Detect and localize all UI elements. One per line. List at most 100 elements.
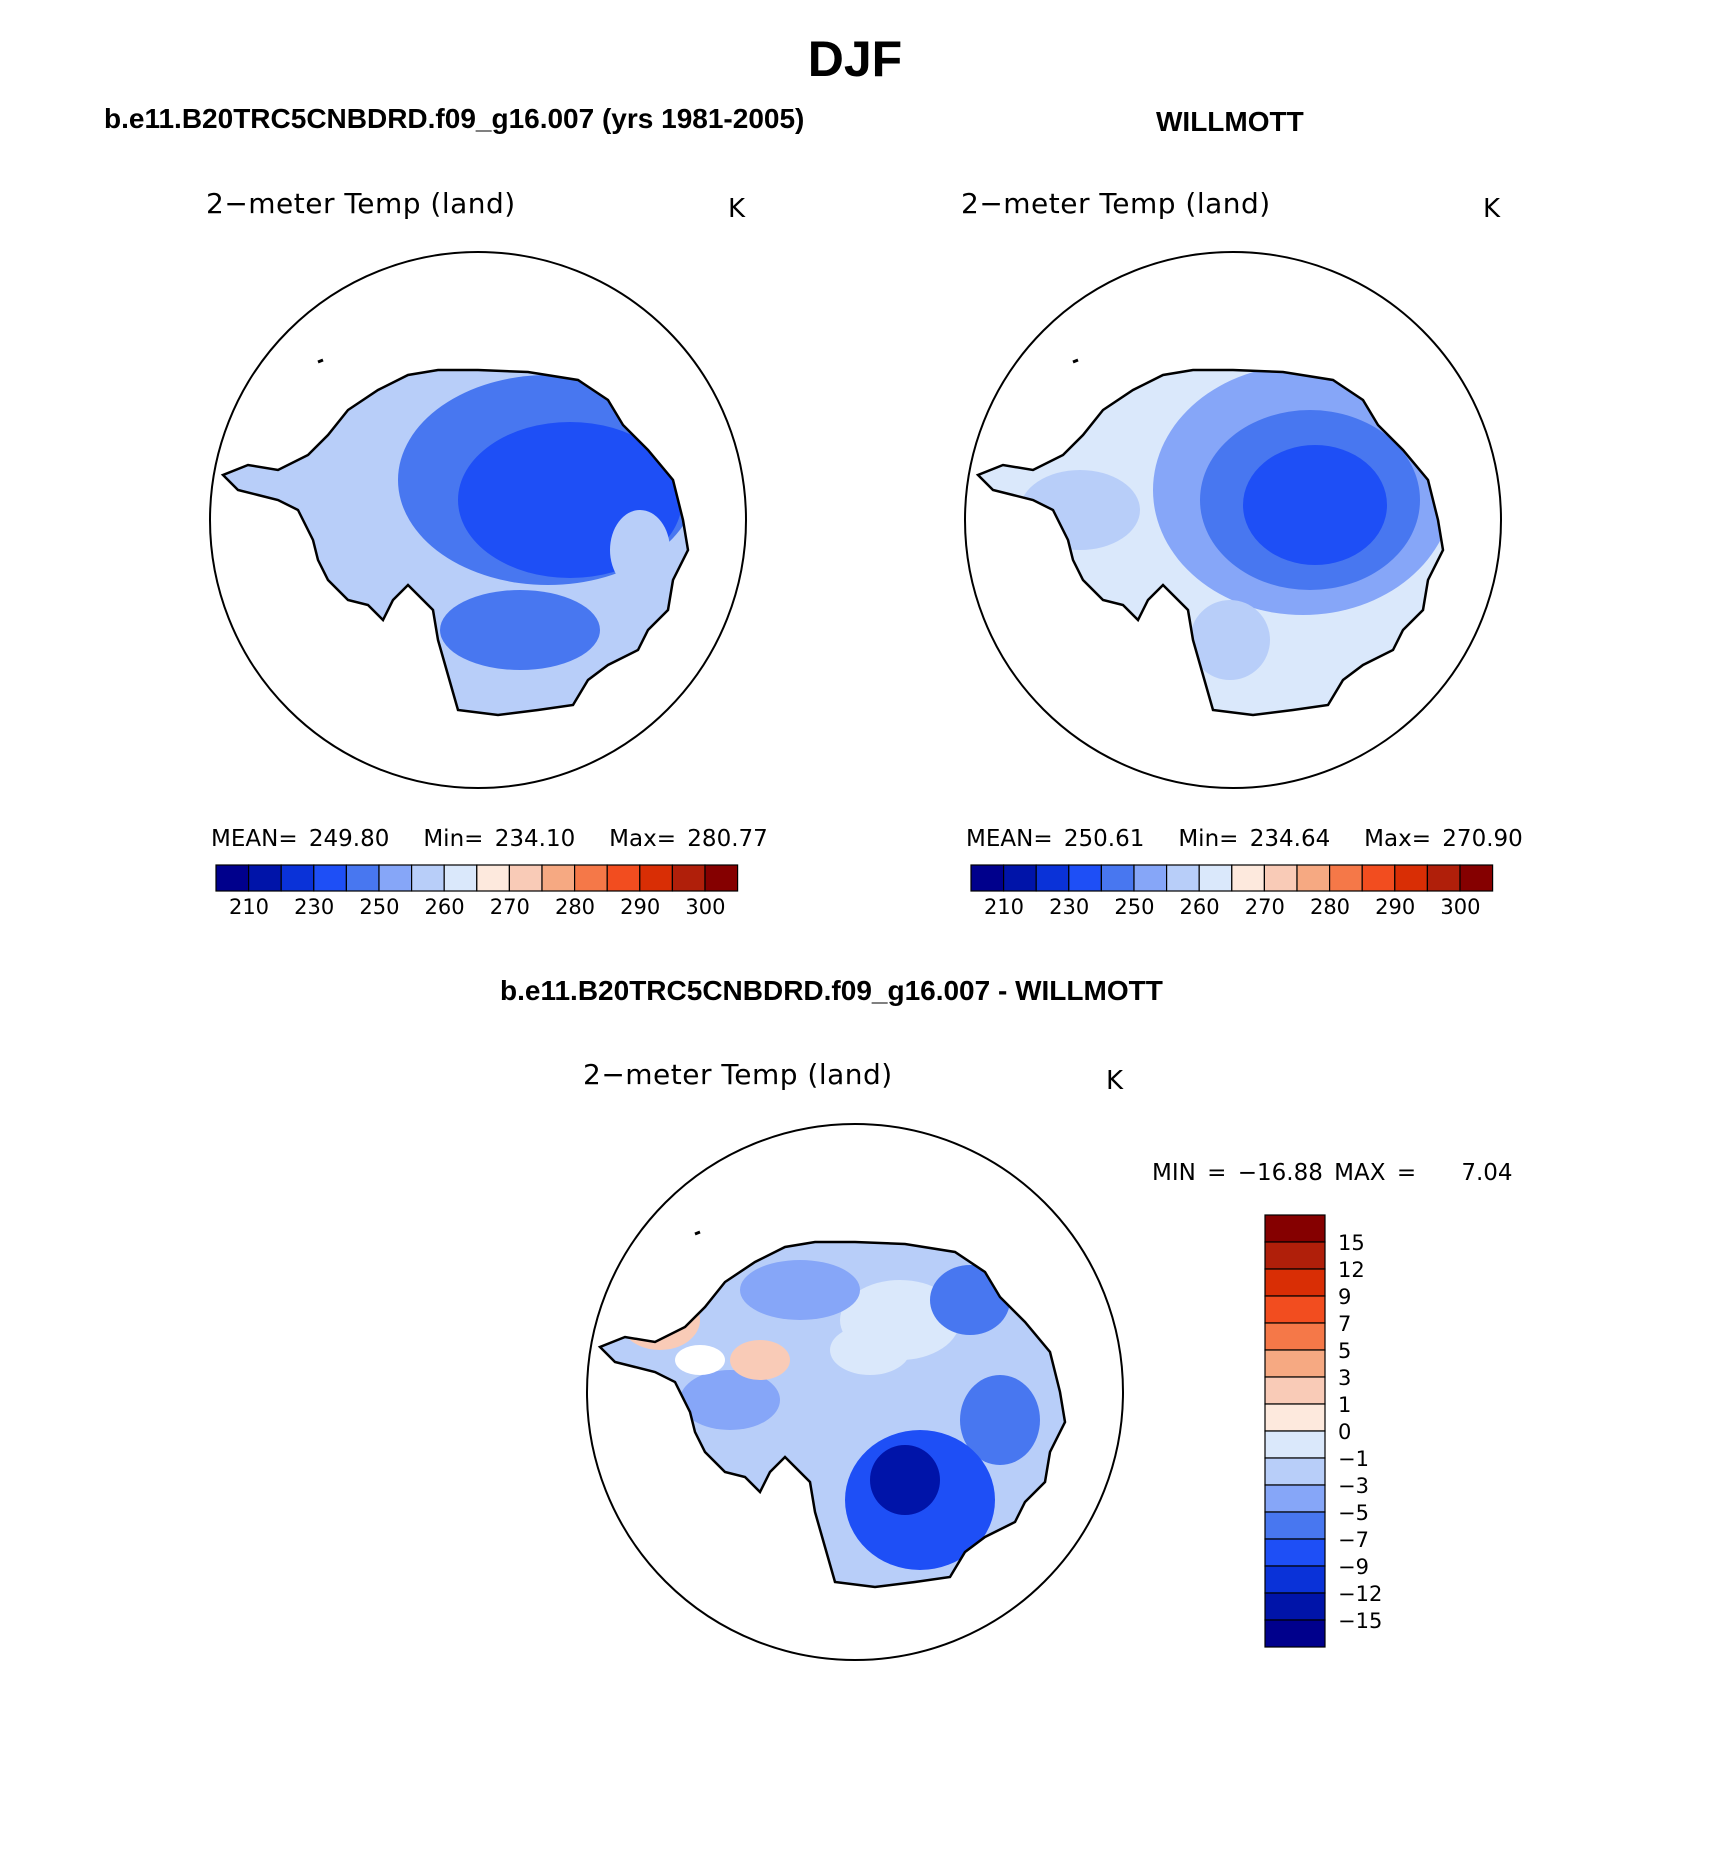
diff-colorbar-box xyxy=(1264,1538,1326,1567)
diff-island xyxy=(694,1230,701,1236)
diff-colorbar-box xyxy=(1264,1214,1326,1243)
diff-colorbar-tick-label: −5 xyxy=(1338,1501,1369,1525)
obs-colorbar-box xyxy=(1426,864,1461,892)
diff-colorbar-box xyxy=(1264,1403,1326,1432)
model-colorbar-tick-label: 250 xyxy=(359,895,399,919)
obs-colorbar-box xyxy=(1328,864,1363,892)
model-colorbar-tick-label: 260 xyxy=(425,895,465,919)
obs-units: K xyxy=(1483,194,1501,224)
diff-max-label: MAX = xyxy=(1334,1160,1417,1186)
model-colorbar-box xyxy=(476,864,510,892)
obs-min-label: Min= xyxy=(1178,826,1239,852)
model-colorbar-tick-label: 270 xyxy=(490,895,530,919)
diff-colorbar-box xyxy=(1264,1565,1326,1594)
model-colorbar-box xyxy=(378,864,413,892)
model-colorbar-box xyxy=(411,864,445,892)
obs-colorbar: 210 230 250 260 270 280 290 300 xyxy=(970,864,1494,919)
model-colorbar-tick-label: 290 xyxy=(620,895,660,919)
diff-colorbar-box xyxy=(1264,1592,1326,1621)
obs-colorbar-box xyxy=(970,864,1005,892)
obs-colorbar-box xyxy=(1002,864,1037,892)
diff-variable-title: 2−meter Temp (land) xyxy=(583,1058,893,1091)
obs-colorbar-box xyxy=(1263,864,1298,892)
obs-colorbar-box xyxy=(1100,864,1135,892)
model-colorbar-box xyxy=(671,864,706,892)
obs-panel-header: WILLMOTT xyxy=(1156,106,1304,137)
obs-colorbar-tick-label: 290 xyxy=(1375,895,1415,919)
model-panel-header: b.e11.B20TRC5CNBDRD.f09_g16.007 (yrs 198… xyxy=(104,103,805,134)
model-min-value: 234.10 xyxy=(494,826,576,852)
diff-colorbar: 15 12 9 7 5 3 1 0 −1 −3 −5 −7 −9 −12 −15 xyxy=(1264,1214,1382,1648)
obs-island xyxy=(1072,358,1079,364)
obs-variable-title: 2−meter Temp (land) xyxy=(961,187,1271,220)
diff-colorbar-tick-label: −3 xyxy=(1338,1474,1369,1498)
diff-colorbar-tick-label: 1 xyxy=(1338,1393,1351,1417)
obs-colorbar-tick-label: 300 xyxy=(1440,895,1480,919)
obs-min-value: 234.64 xyxy=(1249,826,1331,852)
model-min-label: Min= xyxy=(423,826,484,852)
diff-max-value: 7.04 xyxy=(1461,1160,1513,1186)
diff-colorbar-box xyxy=(1264,1376,1326,1405)
model-colorbar-box xyxy=(345,864,380,892)
obs-colorbar-tick-label: 230 xyxy=(1049,895,1089,919)
obs-colorbar-tick-label: 260 xyxy=(1180,895,1220,919)
obs-map xyxy=(964,251,1502,789)
diff-colorbar-box xyxy=(1264,1484,1326,1513)
diff-colorbar-tick-label: −7 xyxy=(1338,1528,1369,1552)
obs-mean-value: 250.61 xyxy=(1063,826,1145,852)
obs-max-label: Max= xyxy=(1364,826,1431,852)
model-colorbar-box xyxy=(704,864,739,892)
diff-colorbar-tick-label: 9 xyxy=(1338,1285,1351,1309)
obs-colorbar-box xyxy=(1198,864,1233,892)
diff-colorbar-tick-label: −15 xyxy=(1338,1609,1382,1633)
obs-colorbar-box xyxy=(1068,864,1103,892)
obs-colorbar-box xyxy=(1035,864,1070,892)
diff-colorbar-tick-label: 7 xyxy=(1338,1312,1351,1336)
obs-colorbar-box xyxy=(1459,864,1494,892)
diff-colorbar-tick-label: 5 xyxy=(1338,1339,1351,1363)
obs-colorbar-tick-label: 250 xyxy=(1114,895,1154,919)
diff-colorbar-box xyxy=(1264,1430,1326,1459)
model-colorbar-tick-label: 280 xyxy=(555,895,595,919)
diff-min-value: −16.88 xyxy=(1237,1160,1323,1186)
obs-mean-label: MEAN= xyxy=(966,826,1053,852)
diff-colorbar-tick-label: −1 xyxy=(1338,1447,1369,1471)
model-colorbar: 210 230 250 260 270 280 290 300 xyxy=(215,864,739,919)
model-colorbar-box xyxy=(508,864,543,892)
diff-map xyxy=(586,1123,1124,1661)
diff-colorbar-tick-label: 12 xyxy=(1338,1258,1365,1282)
diff-colorbar-tick-label: 15 xyxy=(1338,1231,1365,1255)
diff-colorbar-tick-label: −12 xyxy=(1338,1582,1382,1606)
diff-units: K xyxy=(1106,1066,1124,1096)
obs-colorbar-tick-label: 210 xyxy=(984,895,1024,919)
obs-colorbar-box xyxy=(1361,864,1396,892)
obs-colorbar-tick-label: 280 xyxy=(1310,895,1350,919)
model-colorbar-box xyxy=(215,864,250,892)
diff-colorbar-box xyxy=(1264,1295,1326,1324)
obs-colorbar-box xyxy=(1296,864,1331,892)
obs-colorbar-box xyxy=(1133,864,1168,892)
model-stats: MEAN= 249.80 Min= 234.10 Max= 280.77 xyxy=(211,826,768,852)
obs-stats: MEAN= 250.61 Min= 234.64 Max= 270.90 xyxy=(966,826,1523,852)
model-max-label: Max= xyxy=(609,826,676,852)
model-colorbar-box xyxy=(541,864,576,892)
page-title: DJF xyxy=(807,31,903,87)
diff-colorbar-tick-label: 3 xyxy=(1338,1366,1351,1390)
model-units: K xyxy=(728,194,746,224)
diff-min-label: MIN = xyxy=(1152,1160,1227,1186)
model-colorbar-box xyxy=(313,864,347,892)
obs-colorbar-box xyxy=(1231,864,1266,892)
diff-colorbar-box xyxy=(1264,1511,1326,1540)
model-variable-title: 2−meter Temp (land) xyxy=(206,187,516,220)
model-max-value: 280.77 xyxy=(687,826,768,852)
model-colorbar-tick-label: 300 xyxy=(685,895,725,919)
model-mean-value: 249.80 xyxy=(308,826,390,852)
obs-colorbar-box xyxy=(1394,864,1429,892)
obs-colorbar-tick-label: 270 xyxy=(1245,895,1285,919)
diff-colorbar-box xyxy=(1264,1241,1326,1270)
model-colorbar-box xyxy=(639,864,673,892)
diff-panel-header: b.e11.B20TRC5CNBDRD.f09_g16.007 - WILLMO… xyxy=(500,975,1163,1006)
model-map xyxy=(209,251,747,789)
model-colorbar-box xyxy=(573,864,608,892)
